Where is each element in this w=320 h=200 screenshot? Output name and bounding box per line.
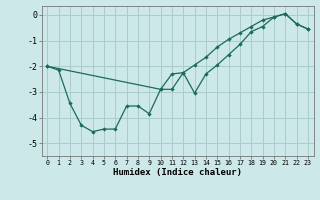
X-axis label: Humidex (Indice chaleur): Humidex (Indice chaleur) (113, 168, 242, 177)
